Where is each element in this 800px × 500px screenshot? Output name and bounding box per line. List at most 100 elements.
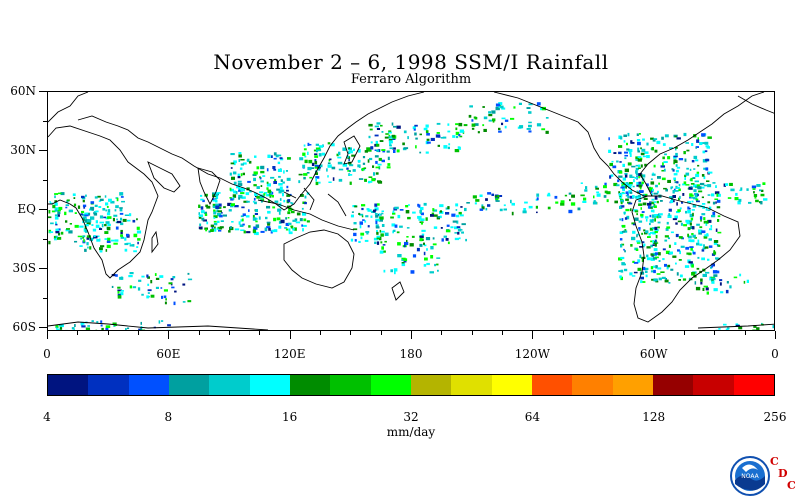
rain-cell <box>684 174 687 177</box>
rain-cell <box>629 150 632 155</box>
rain-cell <box>304 155 307 158</box>
rain-cell <box>379 216 384 220</box>
rain-cell <box>691 200 694 203</box>
rain-cell <box>369 157 373 161</box>
rain-cell <box>263 193 266 196</box>
rain-cell <box>455 127 458 131</box>
rain-cell <box>353 222 357 225</box>
rain-cell <box>660 165 665 168</box>
rain-cell <box>65 206 68 209</box>
rain-cell <box>707 258 710 261</box>
rain-cell <box>73 329 75 330</box>
rain-cell <box>87 246 89 249</box>
rain-cell <box>206 221 209 225</box>
rain-cell <box>80 323 83 326</box>
rain-cell <box>57 214 60 217</box>
rain-cell <box>352 169 356 172</box>
rain-cell <box>638 220 643 223</box>
rain-cell <box>632 260 635 263</box>
rain-cell <box>673 156 677 159</box>
rain-cell <box>649 231 654 234</box>
lat-label: EQ <box>17 202 36 216</box>
rain-cell <box>500 105 504 109</box>
rain-cell <box>628 185 632 189</box>
rain-cell <box>695 159 699 162</box>
rain-cell <box>327 175 329 178</box>
rain-cell <box>420 212 424 216</box>
rain-cell <box>642 202 647 206</box>
rain-cell <box>685 210 687 214</box>
rain-cell <box>662 258 665 261</box>
rain-cell <box>713 274 718 277</box>
rain-cell <box>691 197 696 199</box>
rain-cell <box>264 227 268 231</box>
rain-cell <box>290 225 293 229</box>
rain-cell <box>624 250 626 253</box>
rain-cell <box>651 147 654 151</box>
rain-cell <box>371 178 376 182</box>
lat-label: 30N <box>10 143 36 157</box>
rain-cell <box>447 241 450 245</box>
rain-cell <box>651 205 655 208</box>
rain-cell <box>634 217 639 221</box>
rain-cell <box>425 151 429 154</box>
coast-indonesia <box>257 187 355 231</box>
rain-cell <box>392 212 396 215</box>
rain-cell <box>705 271 710 274</box>
rain-cell <box>642 266 646 271</box>
rain-cell <box>269 195 272 198</box>
rain-cell <box>456 226 461 229</box>
rain-cell <box>54 200 58 203</box>
rain-cell <box>377 180 382 183</box>
rain-cell <box>366 208 370 211</box>
rain-cell <box>627 193 629 196</box>
rain-cell <box>463 124 468 127</box>
rain-cell <box>213 217 216 219</box>
rain-cell <box>671 186 674 189</box>
rain-cell <box>715 185 717 188</box>
rain-cell <box>127 219 131 222</box>
rain-cell <box>239 167 243 170</box>
rain-cell <box>622 188 625 192</box>
rain-cell <box>394 206 399 210</box>
rain-cell <box>697 186 702 190</box>
rain-cell <box>418 204 421 208</box>
rain-cell <box>652 172 654 175</box>
rain-cell <box>433 214 438 217</box>
rain-cell <box>273 217 277 222</box>
rain-cell <box>535 205 538 209</box>
rain-cell <box>631 275 636 277</box>
rain-cell <box>213 209 216 212</box>
rain-cell <box>675 222 678 225</box>
coastlines <box>48 92 774 330</box>
rainfall-map <box>47 91 775 331</box>
rain-cell <box>637 141 641 146</box>
rain-cell <box>407 136 409 140</box>
rain-cell <box>277 161 281 165</box>
rain-cell <box>291 202 294 205</box>
rain-cell <box>278 221 282 224</box>
rain-cell <box>487 204 491 207</box>
rain-cell <box>358 240 361 243</box>
rain-cell <box>693 189 697 192</box>
rain-cell <box>654 149 658 153</box>
rain-cell <box>663 168 666 172</box>
rain-cell <box>661 170 665 172</box>
rain-cell <box>440 227 443 229</box>
rain-cell <box>675 164 678 167</box>
rain-cell <box>187 300 192 303</box>
colorbar-swatch <box>48 375 89 395</box>
rain-cell <box>150 280 153 284</box>
rain-cell <box>692 204 697 208</box>
rain-cell <box>213 220 217 223</box>
rain-cell <box>385 133 389 135</box>
rain-cell <box>373 237 379 241</box>
rain-cell <box>439 204 444 208</box>
rain-cell <box>216 227 220 230</box>
rain-cell <box>519 125 524 129</box>
rain-cell <box>647 202 652 206</box>
rain-cell <box>115 274 118 277</box>
rain-cell <box>270 176 275 179</box>
rain-cell <box>349 181 352 185</box>
rain-cell <box>627 132 630 137</box>
